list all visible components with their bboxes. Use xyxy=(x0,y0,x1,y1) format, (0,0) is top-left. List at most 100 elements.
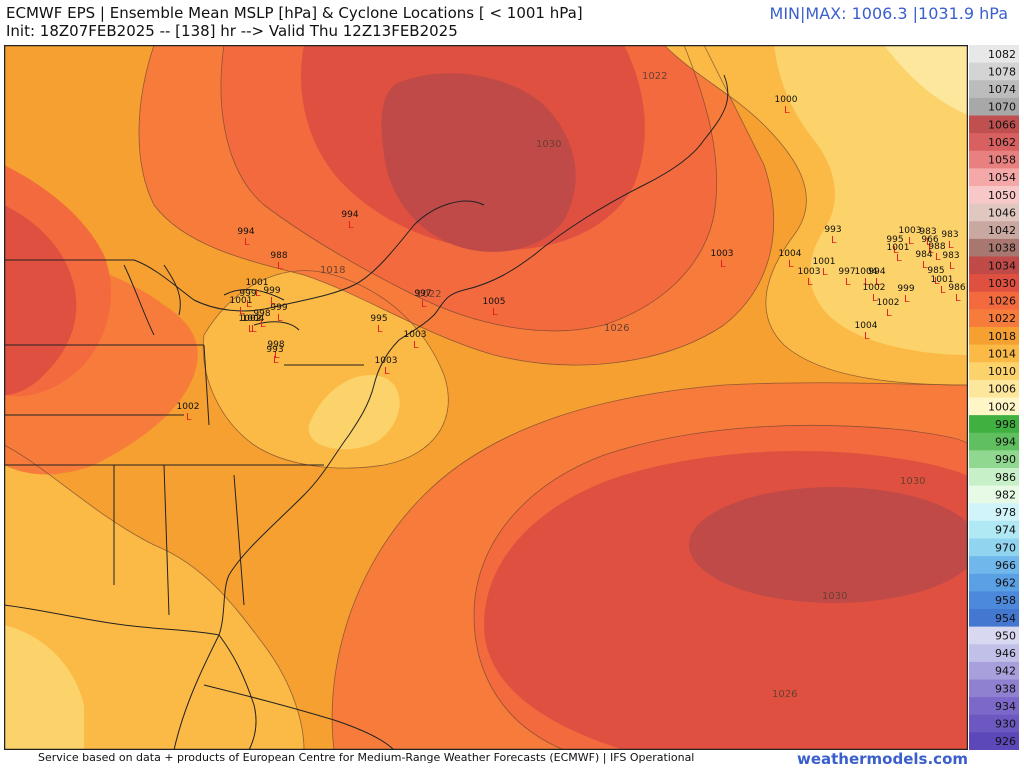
min-max-readout: MIN|MAX: 1006.3 |1031.9 hPa xyxy=(769,4,1008,23)
colorbar-tick-label: 938 xyxy=(995,682,1016,695)
colorbar-swatch xyxy=(969,186,1019,205)
colorbar-swatch xyxy=(969,45,1019,64)
isobar-line xyxy=(663,45,968,386)
cyclone-pressure-label: 999 xyxy=(239,289,256,299)
colorbar-tick-label: 978 xyxy=(995,506,1016,519)
colorbar-tick-label: 994 xyxy=(995,436,1016,449)
cyclone-pressure-label: 983 xyxy=(941,230,958,240)
cyclone-pressure-label: 994 xyxy=(341,210,358,220)
colorbar-tick-label: 1050 xyxy=(988,189,1016,202)
cyclone-pressure-label: 997 xyxy=(414,289,431,299)
low-symbol: L xyxy=(896,253,902,264)
low-symbol: L xyxy=(864,331,870,342)
low-symbol: L xyxy=(273,355,279,366)
low-symbol: L xyxy=(926,237,932,248)
isobar-label: 1030 xyxy=(536,139,561,150)
cyclone-pressure-label: 994 xyxy=(868,267,885,277)
colorbar-tick-label: 1066 xyxy=(988,118,1016,131)
isobar-label: 1026 xyxy=(772,689,797,700)
colorbar-tick-label: 974 xyxy=(995,524,1016,537)
colorbar-swatch xyxy=(969,309,1019,328)
colorbar-swatch xyxy=(969,485,1019,504)
isobar-line xyxy=(331,382,968,750)
colorbar-tick-label: 1038 xyxy=(988,242,1016,255)
cyclone-pressure-label: 1003 xyxy=(899,226,922,236)
cyclone-pressure-label: 999 xyxy=(263,286,280,296)
colorbar-tick-label: 1026 xyxy=(988,295,1016,308)
pressure-map: 1022 1030 1018 1026 1030 1030 1026 1022 … xyxy=(4,45,968,750)
colorbar-tick-label: 986 xyxy=(995,471,1016,484)
cyclone-pressure-label: 1004 xyxy=(855,267,878,277)
colorbar-tick-label: 1054 xyxy=(988,171,1016,184)
isobar-line xyxy=(473,424,968,750)
colorbar-tick-label: 982 xyxy=(995,488,1016,501)
coastline-east xyxy=(173,74,729,750)
brand-link[interactable]: weathermodels.com xyxy=(796,750,968,768)
colorbar-tick-label: 990 xyxy=(995,453,1016,466)
low-symbol: L xyxy=(904,294,910,305)
colorbar-tick-label: 926 xyxy=(995,735,1016,748)
colorbar-tick-label: 1002 xyxy=(988,400,1016,413)
low-symbol: L xyxy=(492,307,498,318)
low-symbol: L xyxy=(934,276,940,287)
cyclone-pressure-label: 986 xyxy=(948,283,965,293)
coastline-cuba xyxy=(203,684,395,750)
colorbar-swatch xyxy=(969,520,1019,539)
cyclone-pressure-label: 998 xyxy=(253,309,270,319)
colorbar-tick-label: 970 xyxy=(995,541,1016,554)
cyclone-pressure-label: 1001 xyxy=(813,257,836,267)
band-1030-west xyxy=(4,205,77,395)
isobar-label: 1026 xyxy=(604,323,629,334)
cyclone-pressure-label: 984 xyxy=(915,250,932,260)
cyclone-pressure-label: 997 xyxy=(838,267,855,277)
colorbar-swatch xyxy=(969,97,1019,116)
colorbar-swatch xyxy=(969,256,1019,275)
cyclone-pressure-label: 1002 xyxy=(863,283,886,293)
colorbar-tick-label: 1010 xyxy=(988,365,1016,378)
colorbar-tick-label: 930 xyxy=(995,718,1016,731)
colorbar-tick-label: 1082 xyxy=(988,48,1016,61)
low-symbol: L xyxy=(922,260,928,271)
map-subtitle: Init: 18Z07FEB2025 -- [138] hr --> Valid… xyxy=(6,22,458,40)
colorbar-swatch xyxy=(969,379,1019,398)
cyclone-pressure-label: 1000 xyxy=(775,95,798,105)
cyclone-pressure-label: 966 xyxy=(921,235,938,245)
low-symbol: L xyxy=(255,288,261,299)
cyclone-pressure-label: 1003 xyxy=(798,267,821,277)
low-symbol: L xyxy=(348,220,354,231)
isobar-line xyxy=(220,45,717,332)
isobar-label: 1018 xyxy=(320,265,345,276)
colorbar-swatch xyxy=(969,238,1019,257)
colorbar-swatch xyxy=(969,397,1019,416)
colorbar-swatch xyxy=(969,538,1019,557)
colorbar-swatch xyxy=(969,291,1019,310)
colorbar-tick-label: 1014 xyxy=(988,347,1016,360)
low-symbol: L xyxy=(277,261,283,272)
cyclone-markers: 1000L994L994L988L1001L999L1001L999L998L1… xyxy=(177,95,966,423)
cyclone-pressure-label: 1004 xyxy=(855,321,878,331)
low-symbol: L xyxy=(421,299,427,310)
band-1034-quebec xyxy=(381,73,576,252)
cyclone-pressure-label: 1004 xyxy=(242,314,265,324)
pressure-colorbar: 1082 1078 1074 1070 1066 1062 1058 1054 1050 1046… xyxy=(969,45,1019,750)
